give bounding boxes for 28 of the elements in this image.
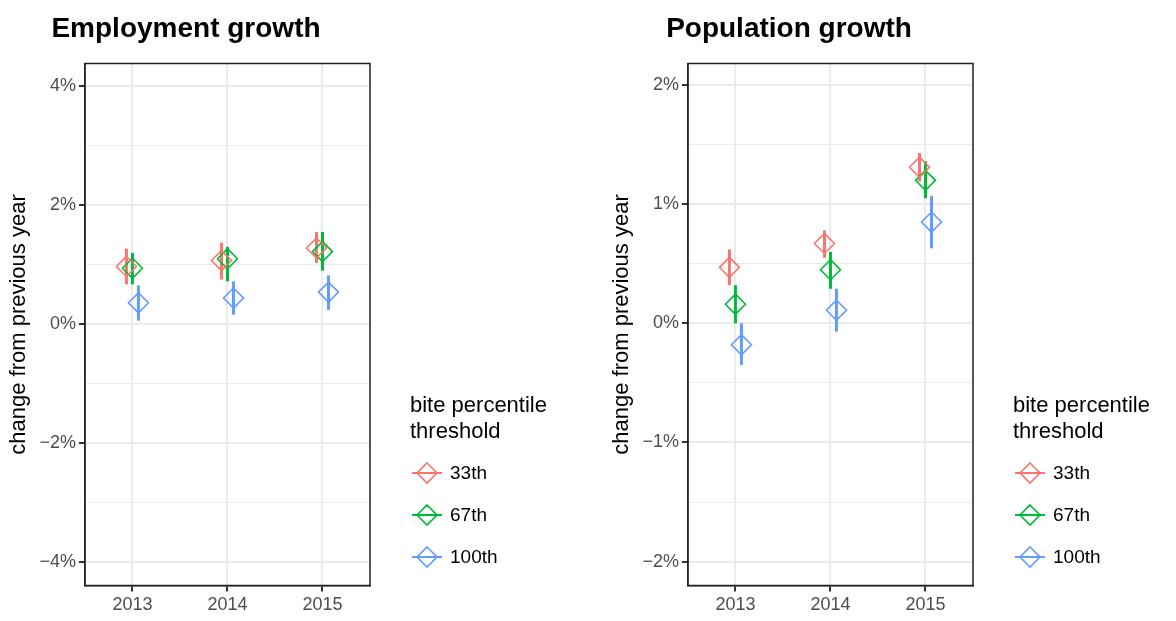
y-tick-label: 2% [49, 193, 76, 214]
y-tick-label: −2% [39, 431, 76, 452]
legend-label: 33th [450, 462, 487, 484]
legend-label: 67th [1053, 504, 1090, 526]
chart-title: Population growth [666, 11, 912, 43]
y-tick-label: 0% [49, 312, 76, 333]
chart-title: Employment growth [51, 11, 321, 43]
legend-label: 67th [450, 504, 487, 526]
y-tick-label: −2% [642, 550, 679, 571]
y-tick-label: 1% [652, 193, 679, 214]
x-tick-label: 2013 [715, 594, 756, 615]
y-tick-label: −4% [39, 550, 76, 571]
y-tick-label: 0% [652, 312, 679, 333]
legend-title: bite percentile threshold [410, 392, 548, 444]
legend-title: bite percentile threshold [1013, 392, 1151, 444]
legend-label: 33th [1053, 462, 1090, 484]
legend-label: 100th [1053, 546, 1101, 568]
x-tick-label: 2014 [207, 594, 248, 615]
x-tick-label: 2015 [905, 594, 946, 615]
y-tick-label: −1% [642, 431, 679, 452]
x-tick-label: 2013 [112, 594, 153, 615]
x-tick-label: 2014 [810, 594, 851, 615]
y-axis-title: change from previous year [5, 194, 31, 455]
y-tick-label: 4% [49, 74, 76, 95]
legend-label: 100th [450, 546, 498, 568]
y-axis-title: change from previous year [608, 194, 634, 455]
y-tick-label: 2% [652, 74, 679, 95]
x-tick-label: 2015 [302, 594, 343, 615]
